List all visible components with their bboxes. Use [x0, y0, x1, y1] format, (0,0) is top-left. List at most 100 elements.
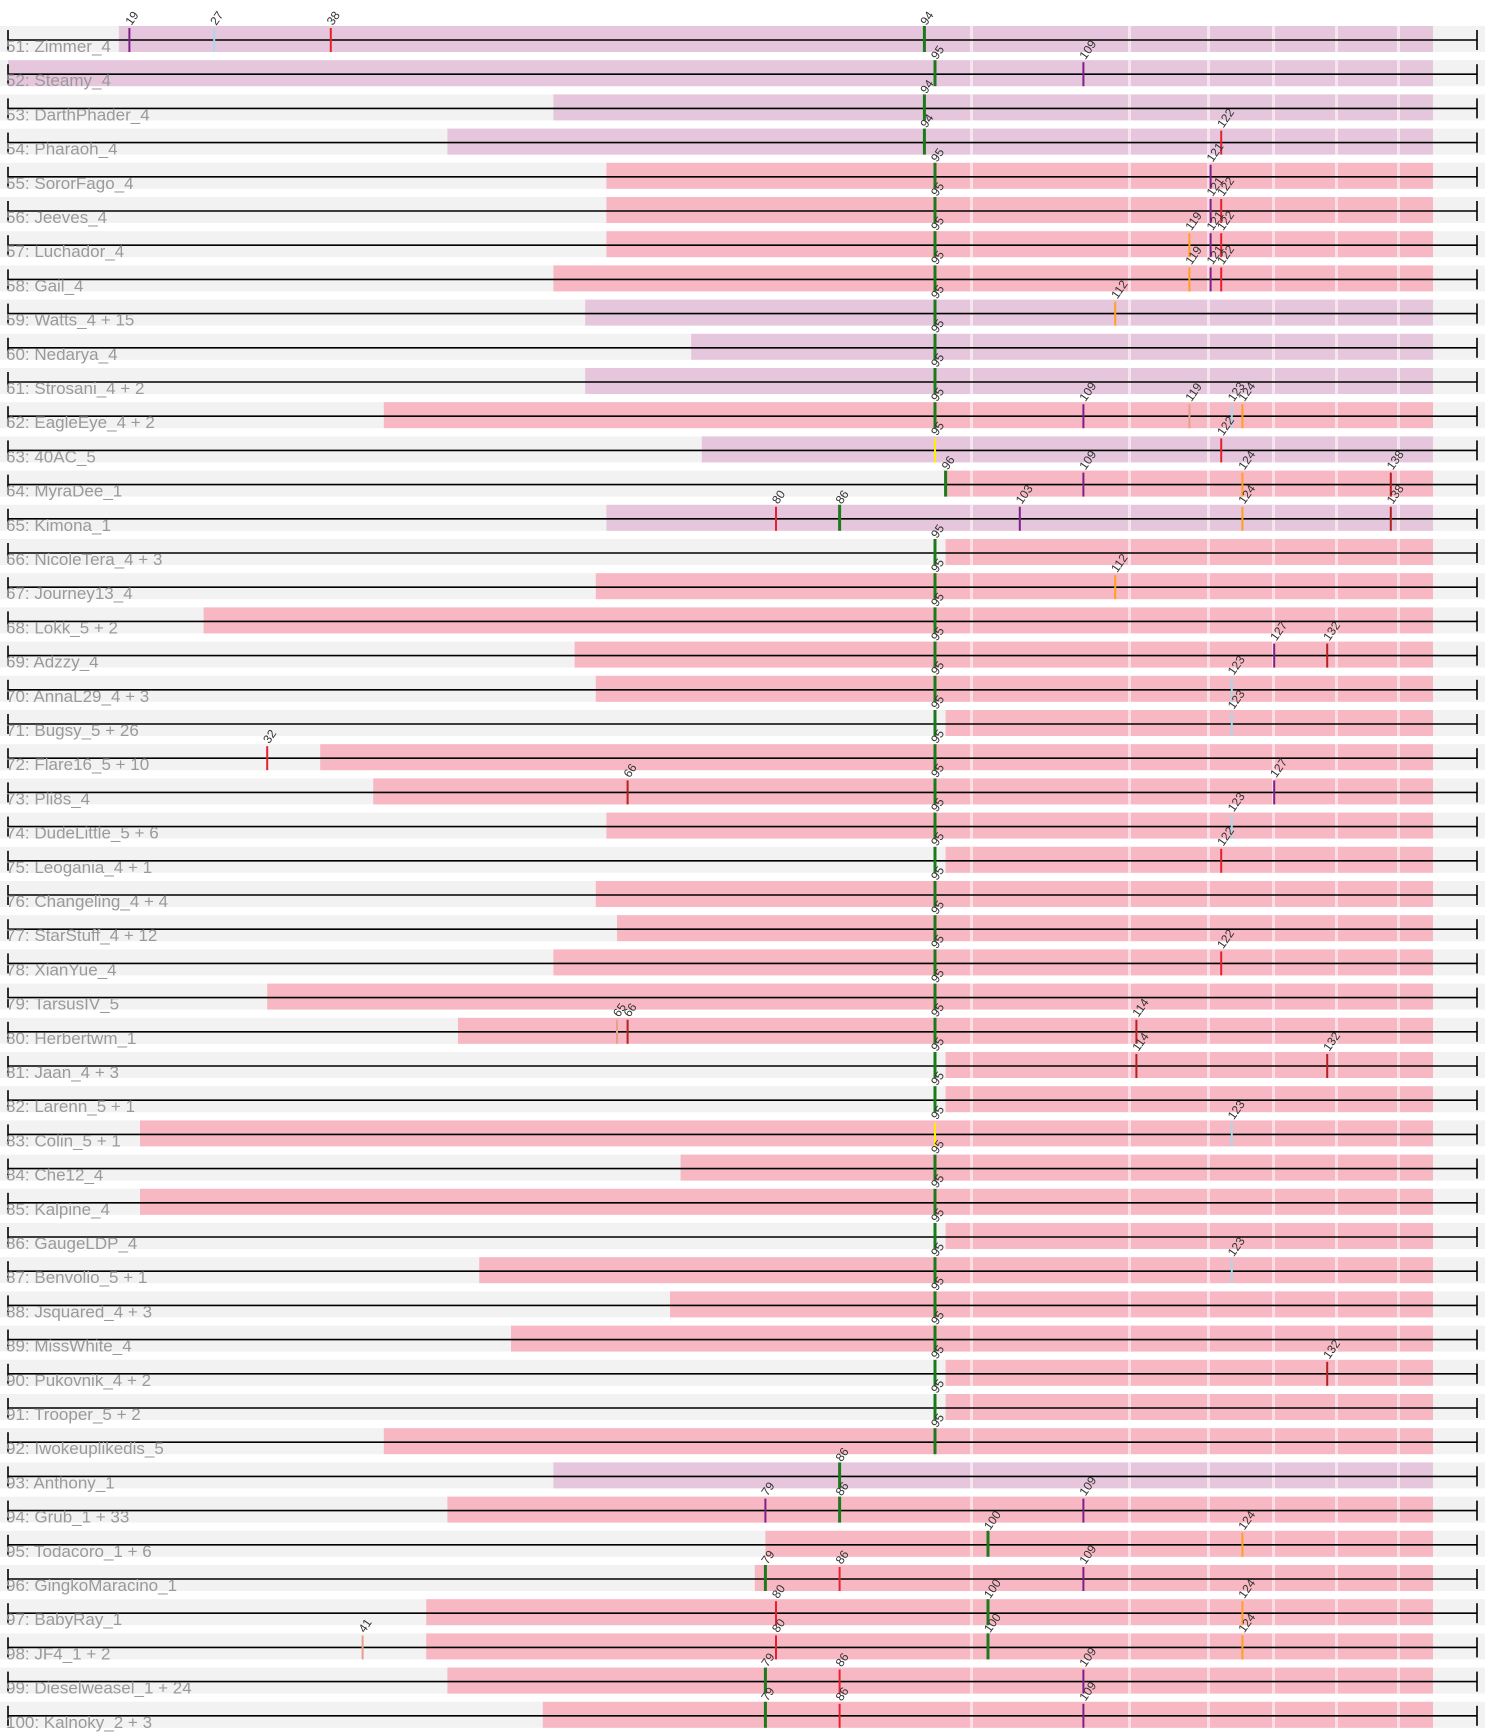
coverage-bar	[447, 1496, 1433, 1523]
gap-stripe	[970, 1086, 973, 1113]
gap-stripe	[1128, 1496, 1131, 1523]
gap-stripe	[1397, 1154, 1400, 1181]
coverage-bar	[8, 60, 1433, 87]
gap-stripe	[1207, 573, 1210, 600]
gap-stripe	[1335, 812, 1338, 839]
gap-stripe	[1128, 60, 1131, 87]
coverage-bar	[383, 402, 1433, 429]
gap-stripe	[1335, 1257, 1338, 1284]
gap-stripe	[1335, 1154, 1338, 1181]
gap-stripe	[1335, 949, 1338, 976]
gap-stripe	[1272, 710, 1275, 736]
gap-stripe	[970, 504, 973, 531]
row-label: 79: TarsusIV_5	[6, 995, 119, 1014]
row-label: 96: GingkoMaracino_1	[6, 1576, 177, 1595]
gap-stripe	[1335, 1017, 1338, 1044]
gap-stripe	[1397, 1667, 1400, 1694]
gap-stripe	[1272, 1496, 1275, 1523]
coverage-bar	[542, 1701, 1433, 1728]
gap-stripe	[1335, 1359, 1338, 1386]
gap-stripe	[1397, 1120, 1400, 1147]
gap-stripe	[1272, 573, 1275, 600]
gap-stripe	[1207, 778, 1210, 805]
row-label: 62: EagleEye_4 + 2	[6, 413, 155, 432]
row-label: 70: AnnaL29_4 + 3	[6, 687, 149, 706]
gap-stripe	[1397, 1188, 1400, 1215]
gap-stripe	[1128, 607, 1131, 634]
gap-stripe	[970, 470, 973, 497]
gap-stripe	[1335, 710, 1338, 736]
gap-stripe	[1207, 162, 1210, 189]
gap-stripe	[1335, 1565, 1338, 1591]
row-label: 56: Jeeves_4	[6, 208, 107, 227]
coverage-bar	[373, 778, 1434, 805]
row-label: 88: Jsquared_4 + 3	[6, 1302, 152, 1321]
row: 69: Adzzy_495 127 132	[0, 619, 1485, 672]
gap-stripe	[970, 368, 973, 394]
gap-stripe	[970, 1325, 973, 1352]
gap-stripe	[1335, 1325, 1338, 1352]
coverage-bar	[606, 812, 1433, 839]
gap-stripe	[1272, 94, 1275, 121]
coverage-bar	[118, 26, 1433, 52]
gap-stripe	[1272, 60, 1275, 87]
coverage-bar	[585, 299, 1433, 326]
gap-stripe	[1128, 641, 1131, 668]
row-label: 71: Bugsy_5 + 26	[6, 721, 139, 740]
row: 73: Pli8s_466 95 127	[0, 755, 1485, 808]
gap-stripe	[1335, 1530, 1338, 1557]
gap-stripe	[1397, 539, 1400, 565]
gap-stripe	[1207, 299, 1210, 326]
row: 88: Jsquared_4 + 395	[0, 1274, 1485, 1321]
gap-stripe	[1128, 675, 1131, 702]
gap-stripe	[970, 1052, 973, 1078]
row: 51: Zimmer_4 19 27 38 94	[0, 8, 1485, 56]
row: 64: MyraDee_196 109 124 138	[0, 448, 1485, 501]
gap-stripe	[1272, 539, 1275, 565]
coverage-bar	[553, 949, 1433, 976]
gap-stripe	[1397, 881, 1400, 907]
gap-stripe	[1128, 1120, 1131, 1147]
coverage-bar	[945, 1359, 1433, 1386]
gap-stripe	[1397, 1359, 1400, 1386]
gap-stripe	[970, 94, 973, 121]
gap-stripe	[1128, 1257, 1131, 1284]
row-label: 68: Lokk_5 + 2	[6, 618, 118, 637]
gap-stripe	[970, 1017, 973, 1044]
gap-stripe	[970, 949, 973, 976]
gap-stripe	[1335, 1394, 1338, 1420]
row-label: 64: MyraDee_1	[6, 482, 122, 501]
gap-stripe	[1128, 504, 1131, 531]
gap-stripe	[1207, 881, 1210, 907]
coverage-bar	[765, 1530, 1433, 1557]
gap-stripe	[1207, 1052, 1210, 1078]
gap-stripe	[1207, 846, 1210, 873]
gap-stripe	[1272, 368, 1275, 394]
gap-stripe	[1335, 470, 1338, 497]
gap-stripe	[1272, 915, 1275, 942]
coverage-bar	[945, 1086, 1433, 1113]
gap-stripe	[1207, 94, 1210, 121]
row: 68: Lokk_5 + 295	[0, 590, 1485, 637]
row: 86: GaugeLDP_495	[0, 1205, 1485, 1253]
gap-stripe	[970, 60, 973, 87]
gap-stripe	[1207, 368, 1210, 394]
gap-stripe	[1335, 1496, 1338, 1523]
gap-stripe	[1207, 1257, 1210, 1284]
gap-stripe	[1272, 265, 1275, 292]
gap-stripe	[970, 402, 973, 429]
gap-stripe	[1128, 402, 1131, 429]
gap-stripe	[1335, 607, 1338, 634]
row-label: 93: Anthony_1	[6, 1473, 115, 1492]
gap-stripe	[1397, 641, 1400, 668]
gap-stripe	[1397, 812, 1400, 839]
coverage-bar	[553, 94, 1433, 121]
gap-stripe	[970, 436, 973, 463]
row-label: 78: XianYue_4	[6, 960, 117, 979]
gap-stripe	[1397, 1496, 1400, 1523]
gap-stripe	[1272, 1701, 1275, 1728]
gap-stripe	[1335, 60, 1338, 87]
coverage-bar	[574, 641, 1433, 668]
gap-stripe	[1397, 915, 1400, 942]
